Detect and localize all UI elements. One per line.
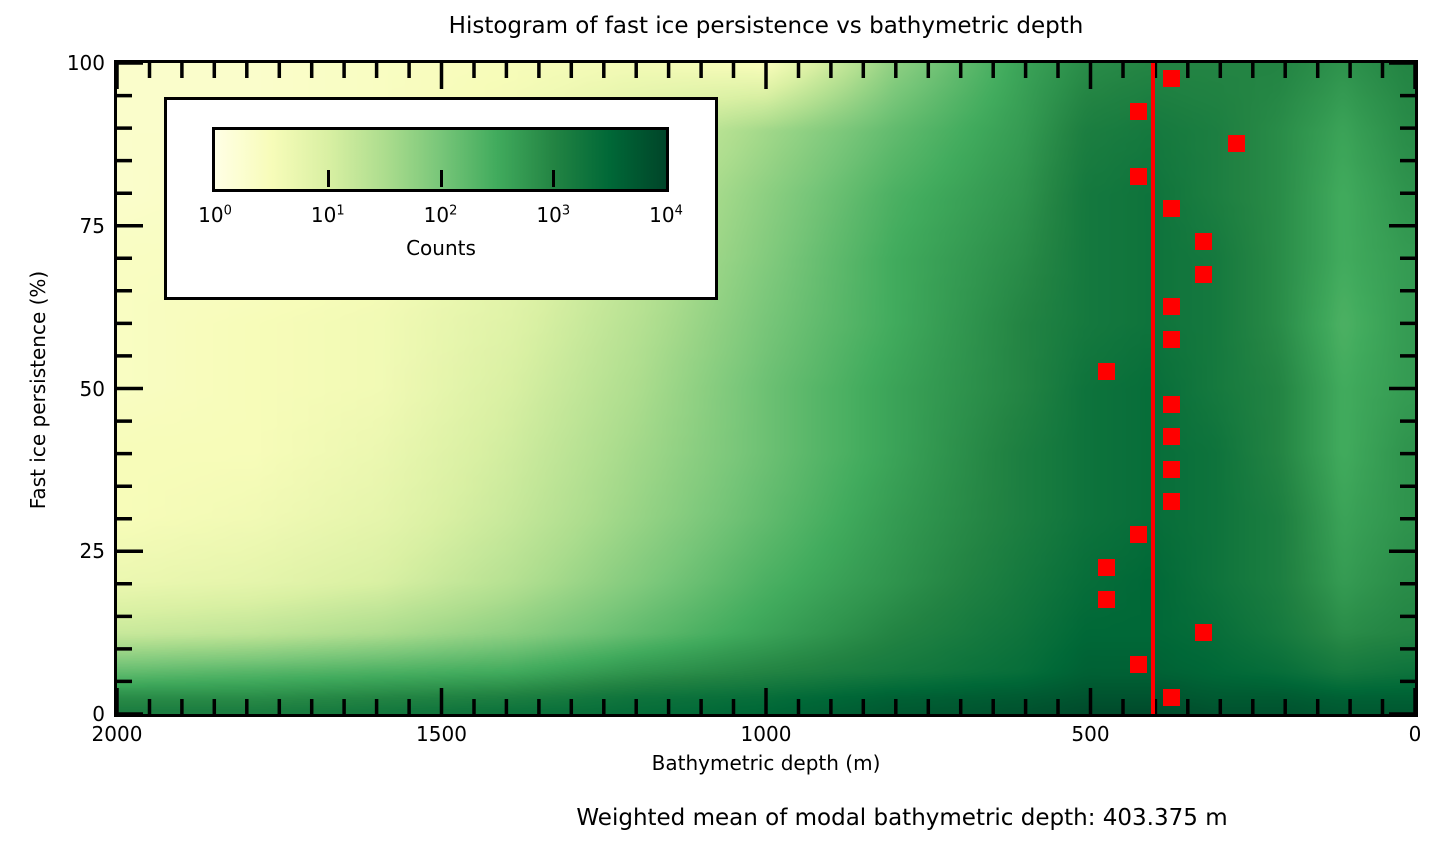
- modal-depth-marker: [1130, 525, 1148, 543]
- x-tick-label: 1500: [416, 722, 467, 746]
- modal-depth-marker: [1195, 265, 1213, 283]
- y-tick-label: 50: [79, 376, 105, 401]
- colorbar-tick-label: 103: [536, 203, 571, 227]
- modal-depth-marker: [1097, 558, 1115, 576]
- modal-depth-marker: [1162, 460, 1180, 478]
- modal-depth-marker: [1097, 591, 1115, 609]
- x-tick-label: 0: [1408, 722, 1422, 746]
- modal-depth-marker: [1162, 493, 1180, 511]
- caption: Weighted mean of modal bathymetric depth…: [576, 805, 1228, 831]
- modal-depth-marker: [1195, 623, 1213, 641]
- colorbar-tick-label: 100: [198, 203, 232, 227]
- colorbar-tick: [439, 170, 443, 187]
- colorbar-tick-label: 101: [310, 203, 345, 227]
- colorbar-tick: [552, 170, 556, 187]
- x-tick-label: 2000: [91, 722, 143, 746]
- plot-area: 100 101 102 103 104 Counts: [114, 60, 1418, 717]
- x-axis-label: Bathymetric depth (m): [651, 751, 881, 775]
- y-axis-label: Fast ice persistence (%): [26, 270, 50, 510]
- chart-title: Histogram of fast ice persistence vs bat…: [448, 13, 1084, 39]
- colorbar-tick-label: 102: [423, 203, 458, 227]
- modal-depth-marker: [1162, 395, 1180, 413]
- x-tick-label: 1000: [740, 722, 792, 746]
- y-tick-label: 100: [66, 51, 105, 75]
- modal-depth-marker: [1162, 298, 1180, 316]
- modal-depth-marker: [1162, 330, 1180, 348]
- modal-depth-marker: [1227, 135, 1245, 153]
- colorbar-title: Counts: [406, 236, 476, 260]
- modal-depth-marker: [1162, 70, 1180, 88]
- modal-depth-marker: [1097, 363, 1115, 381]
- modal-depth-marker: [1195, 233, 1213, 251]
- y-tick-label: 0: [92, 702, 105, 726]
- modal-depth-marker: [1162, 688, 1180, 706]
- modal-depth-marker: [1130, 102, 1148, 120]
- y-tick-label: 25: [79, 539, 105, 564]
- modal-depth-marker: [1130, 656, 1148, 674]
- colorbar-tick-label: 104: [649, 203, 683, 227]
- colorbar-legend-box: 100 101 102 103 104 Counts: [164, 97, 718, 300]
- y-tick-label: 75: [79, 213, 105, 238]
- modal-depth-marker: [1130, 167, 1148, 185]
- modal-depth-marker: [1162, 200, 1180, 218]
- weighted-mean-line: [1151, 63, 1156, 714]
- colorbar-tick: [326, 170, 330, 187]
- x-tick-label: 500: [1071, 722, 1110, 746]
- modal-depth-marker: [1162, 428, 1180, 446]
